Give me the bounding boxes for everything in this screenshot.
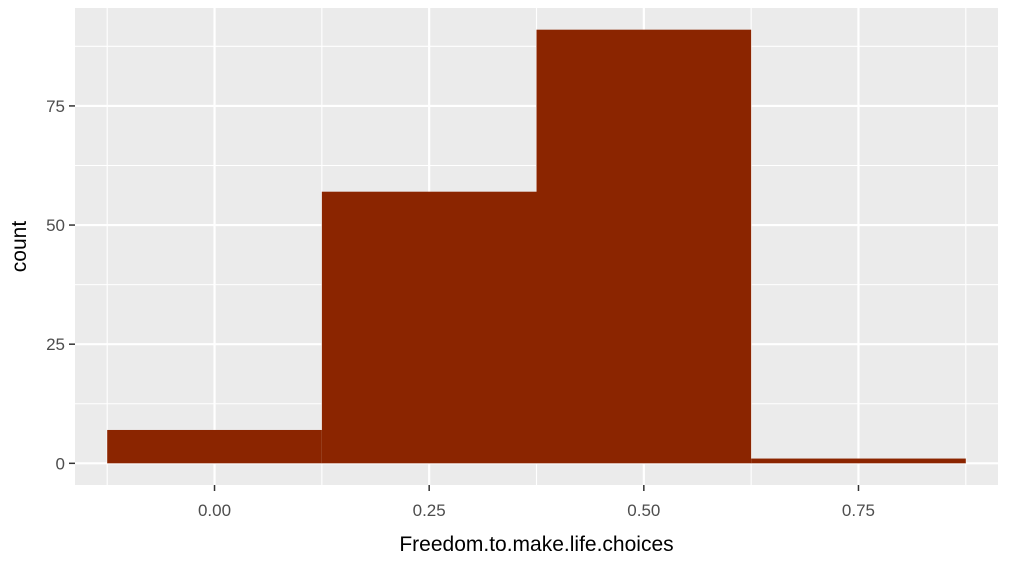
y-axis-title: count bbox=[8, 221, 31, 273]
y-tick-label: 50 bbox=[46, 216, 65, 235]
y-tick-label: 25 bbox=[46, 335, 65, 354]
x-tick-label: 0.00 bbox=[198, 501, 231, 520]
x-axis-title: Freedom.to.make.life.choices bbox=[399, 533, 673, 556]
x-tick-label: 0.25 bbox=[413, 501, 446, 520]
y-axis: 0 25 50 75 bbox=[46, 97, 75, 473]
y-tick-label: 75 bbox=[46, 97, 65, 116]
histogram-bar bbox=[751, 458, 966, 464]
histogram-bars bbox=[107, 29, 966, 464]
y-tick-label: 0 bbox=[56, 454, 65, 473]
x-tick-label: 0.50 bbox=[627, 501, 660, 520]
x-axis: 0.00 0.25 0.50 0.75 bbox=[198, 485, 875, 520]
histogram-bar bbox=[107, 429, 322, 464]
x-tick-label: 0.75 bbox=[842, 501, 875, 520]
histogram-bar bbox=[536, 29, 752, 464]
histogram-bar bbox=[321, 191, 537, 464]
